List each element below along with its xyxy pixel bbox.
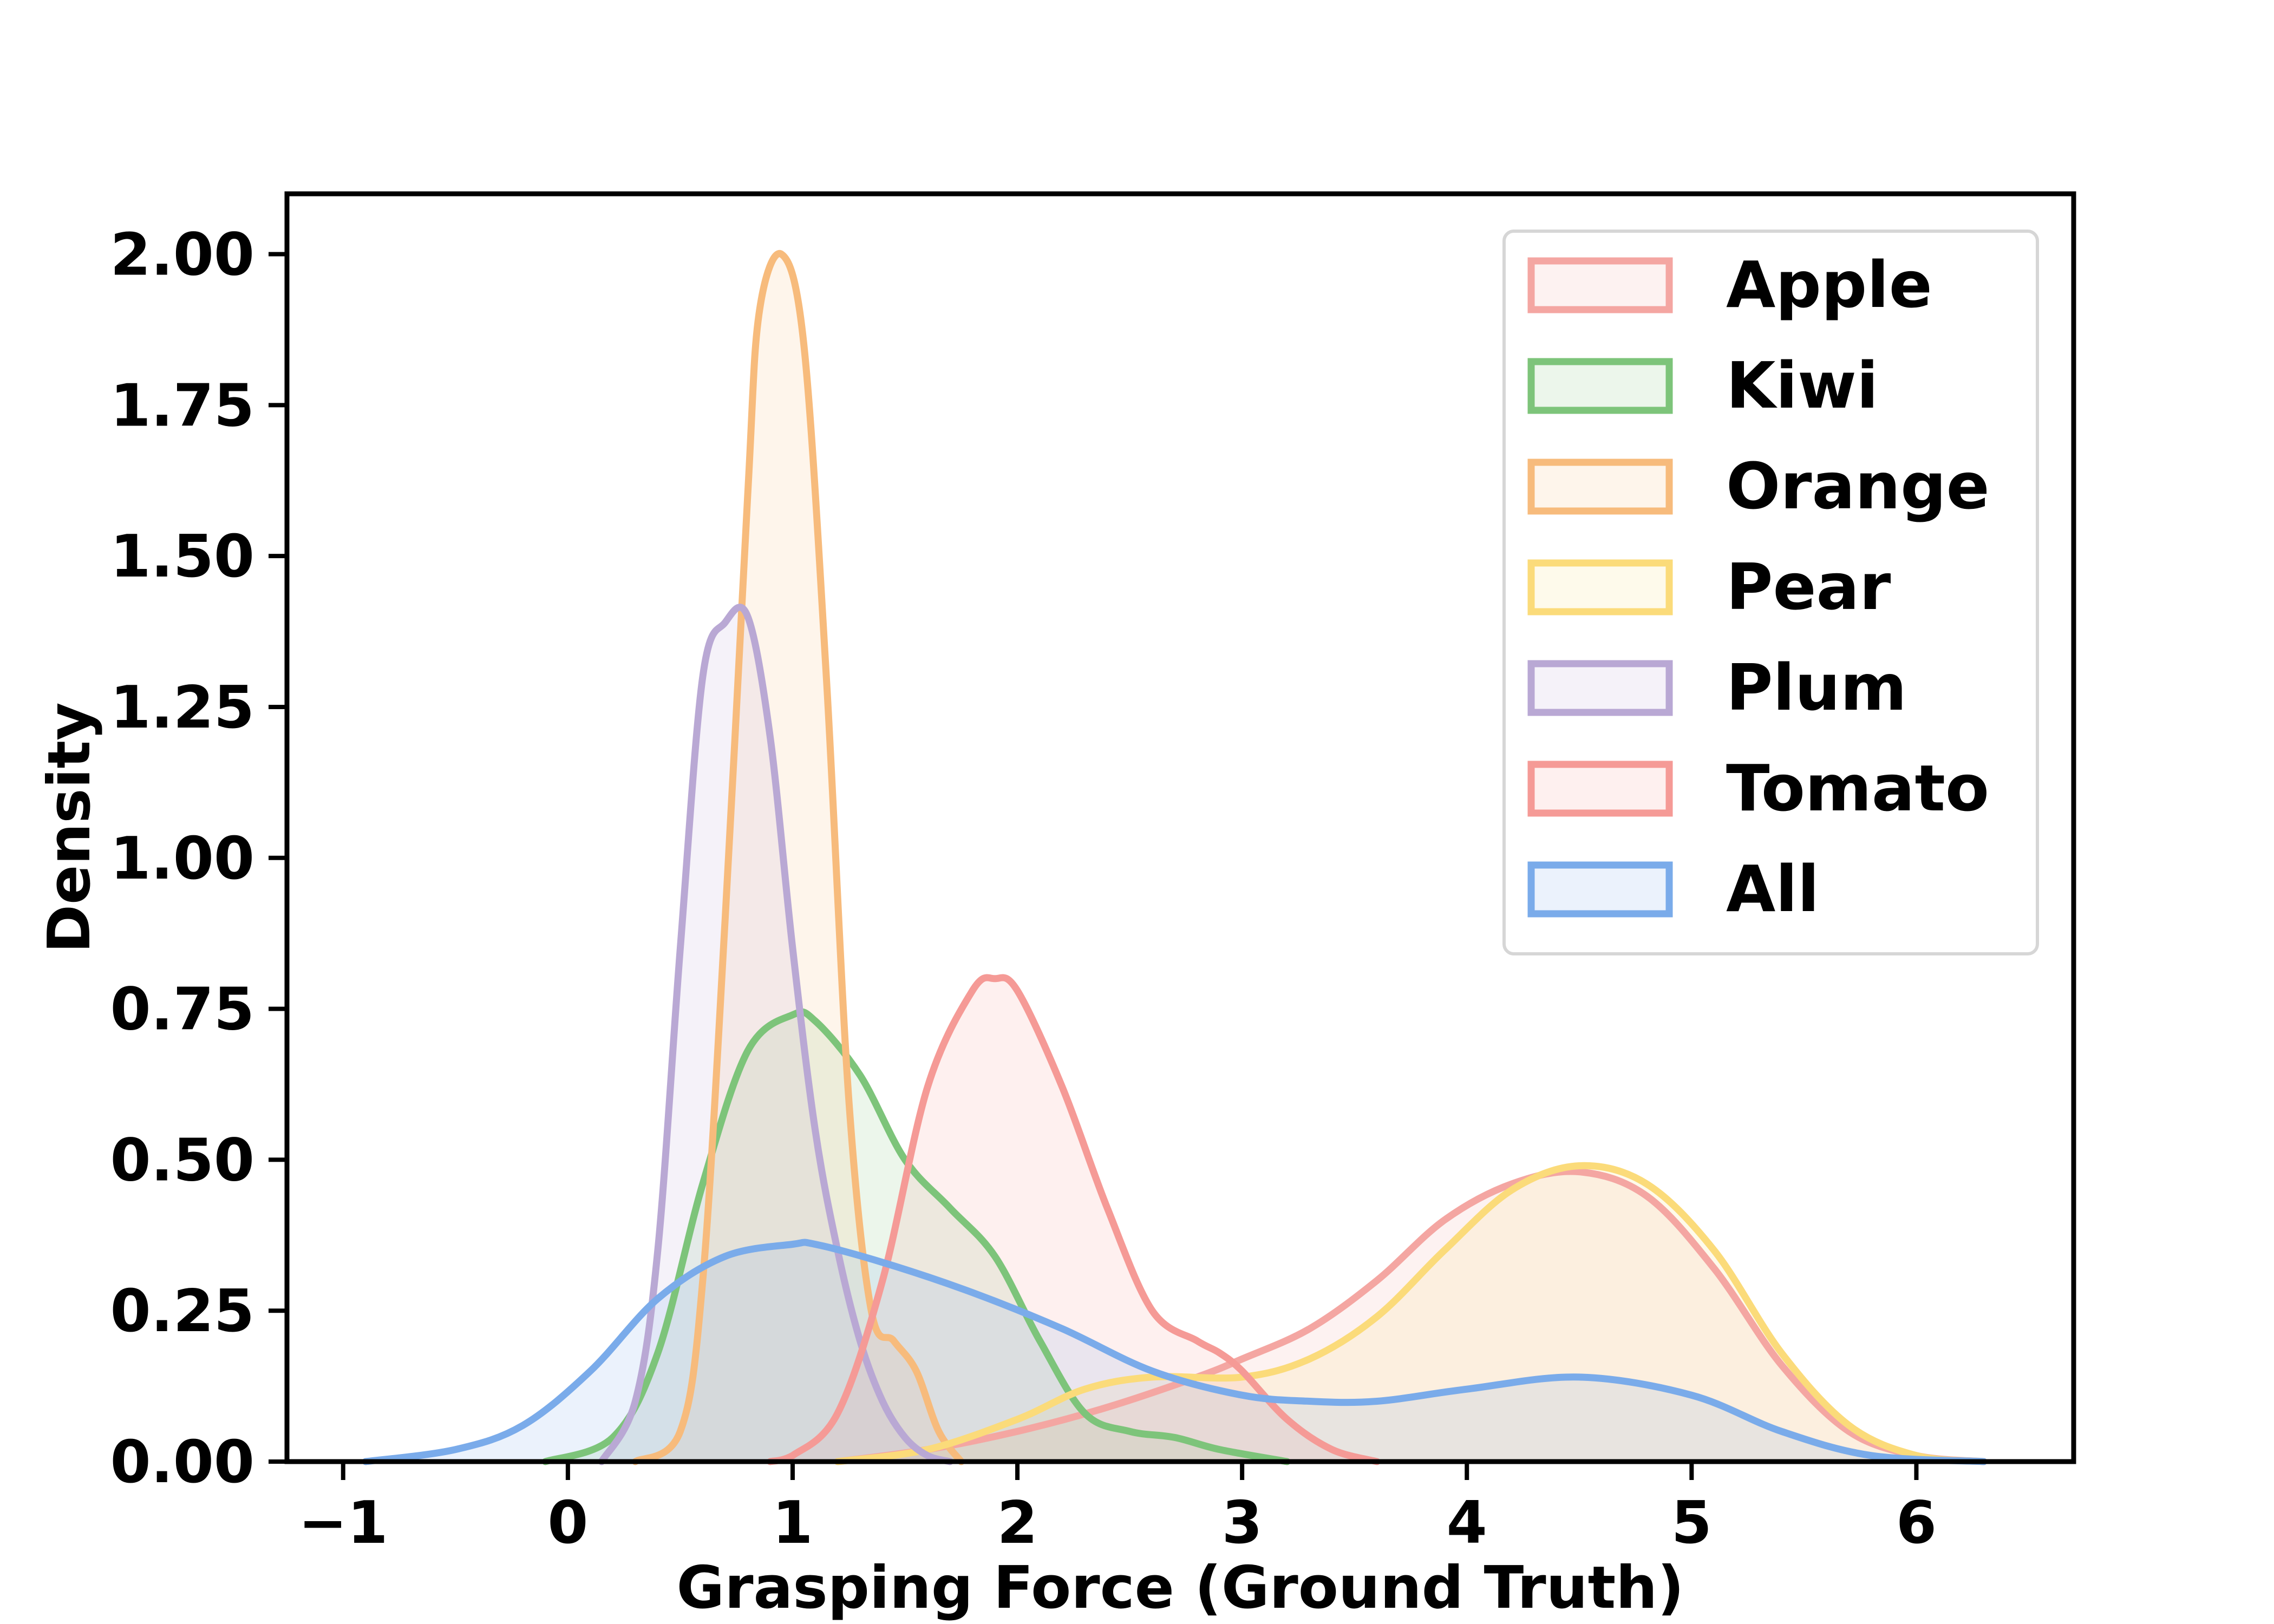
legend-swatch-orange <box>1527 459 1673 515</box>
x-tick-label: 1 <box>772 1489 813 1557</box>
legend-label-tomato: Tomato <box>1726 751 1989 826</box>
series-fill-pear <box>838 1165 1984 1462</box>
series-fill-apple <box>838 1171 1984 1462</box>
y-tick-label: 0.25 <box>110 1278 254 1345</box>
legend: Apple Kiwi Orange Pear Plum Tomato All <box>1502 230 2039 955</box>
y-tick-label: 2.00 <box>110 221 254 289</box>
y-tick-label: 0.00 <box>110 1429 254 1496</box>
y-tick-label: 1.00 <box>110 825 254 893</box>
x-axis: −1 0 1 2 3 4 5 6 <box>298 1462 1937 1557</box>
series-line-pear <box>834 1162 1988 1465</box>
series-line-tomato <box>767 974 1381 1465</box>
series-line-apple <box>834 1168 1988 1465</box>
y-tick-label: 0.75 <box>110 976 254 1044</box>
legend-swatch-all <box>1527 861 1673 918</box>
series-fill-tomato <box>770 978 1377 1462</box>
series-fill-all <box>365 1242 1984 1462</box>
x-tick-label: 0 <box>547 1489 588 1557</box>
legend-label-all: All <box>1726 852 1819 926</box>
series-line-orange <box>631 250 965 1465</box>
density-lines <box>362 250 1988 1465</box>
legend-label-kiwi: Kiwi <box>1726 348 1878 423</box>
series-fill-orange <box>635 253 962 1462</box>
x-tick-label: 6 <box>1896 1489 1937 1557</box>
x-tick-label: 3 <box>1222 1489 1263 1557</box>
legend-label-plum: Plum <box>1726 650 1907 725</box>
legend-swatch-plum <box>1527 660 1673 716</box>
legend-label-apple: Apple <box>1726 247 1932 322</box>
x-tick-label: 4 <box>1447 1489 1487 1557</box>
series-line-all <box>362 1239 1988 1465</box>
legend-label-orange: Orange <box>1726 449 1990 523</box>
y-axis: 0.00 0.25 0.50 0.75 1.00 1.25 1.50 1.75 2.00 <box>110 221 287 1496</box>
plot-frame <box>284 191 2076 1464</box>
legend-label-pear: Pear <box>1726 549 1891 624</box>
legend-swatch-pear <box>1527 559 1673 615</box>
legend-swatch-kiwi <box>1527 358 1673 414</box>
y-tick-label: 1.75 <box>110 372 254 440</box>
x-tick-label: −1 <box>298 1489 388 1557</box>
y-axis-label: Density <box>36 702 103 953</box>
y-tick-label: 1.25 <box>110 674 254 742</box>
x-axis-label: Grasping Force (Ground Truth) <box>677 1554 1684 1622</box>
y-tick-label: 1.50 <box>110 523 254 591</box>
y-tick-label: 0.50 <box>110 1127 254 1194</box>
legend-swatch-apple <box>1527 257 1673 313</box>
series-fill-kiwi <box>545 1012 1288 1462</box>
x-tick-label: 2 <box>997 1489 1037 1557</box>
x-tick-label: 5 <box>1671 1489 1712 1557</box>
legend-swatch-tomato <box>1527 761 1673 817</box>
